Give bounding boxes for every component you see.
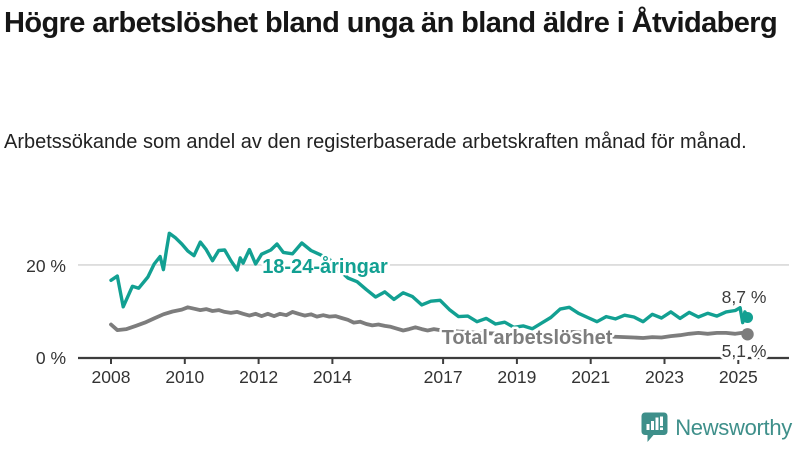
newsworthy-logo-link[interactable]: Newsworthy [641, 412, 792, 443]
speech-bubble-shape [641, 412, 668, 442]
x-tick-label: 2012 [239, 367, 278, 387]
series-line-total [109, 305, 750, 340]
x-tick-label: 2014 [313, 367, 352, 387]
bar-2 [651, 421, 655, 430]
bar-3 [655, 417, 659, 430]
newsworthy-wordmark: Newsworthy [675, 414, 792, 440]
x-tick-label: 2025 [719, 367, 758, 387]
end-value-label-young: 8,7 % [722, 287, 767, 307]
chart-subtitle: Arbetssökande som andel av den registerb… [4, 131, 747, 153]
chart-title: Högre arbetslöshet bland unga än bland ä… [4, 7, 778, 39]
exclamation-bar [660, 416, 664, 426]
x-tick-label: 2010 [165, 367, 204, 387]
x-tick-label: 2008 [92, 367, 131, 387]
newsworthy-icon [641, 412, 668, 442]
x-tick-label: 2021 [571, 367, 610, 387]
x-tick-label: 2019 [497, 367, 536, 387]
exclamation-dot [660, 427, 664, 430]
bar-1 [646, 424, 650, 430]
x-tick-label: 2017 [424, 367, 463, 387]
y-tick-label: 0 % [36, 348, 66, 368]
series-label-young: 18-24-åringar [262, 255, 388, 278]
series-end-dot-total [741, 328, 754, 341]
series-line-young [109, 231, 750, 331]
series-label-total: Total arbetslöshet [442, 327, 613, 349]
x-tick-label: 2023 [645, 367, 684, 387]
y-tick-label: 20 % [26, 256, 66, 276]
end-value-label-total: 5,1 % [722, 341, 767, 361]
series-end-dot-young [742, 312, 754, 324]
